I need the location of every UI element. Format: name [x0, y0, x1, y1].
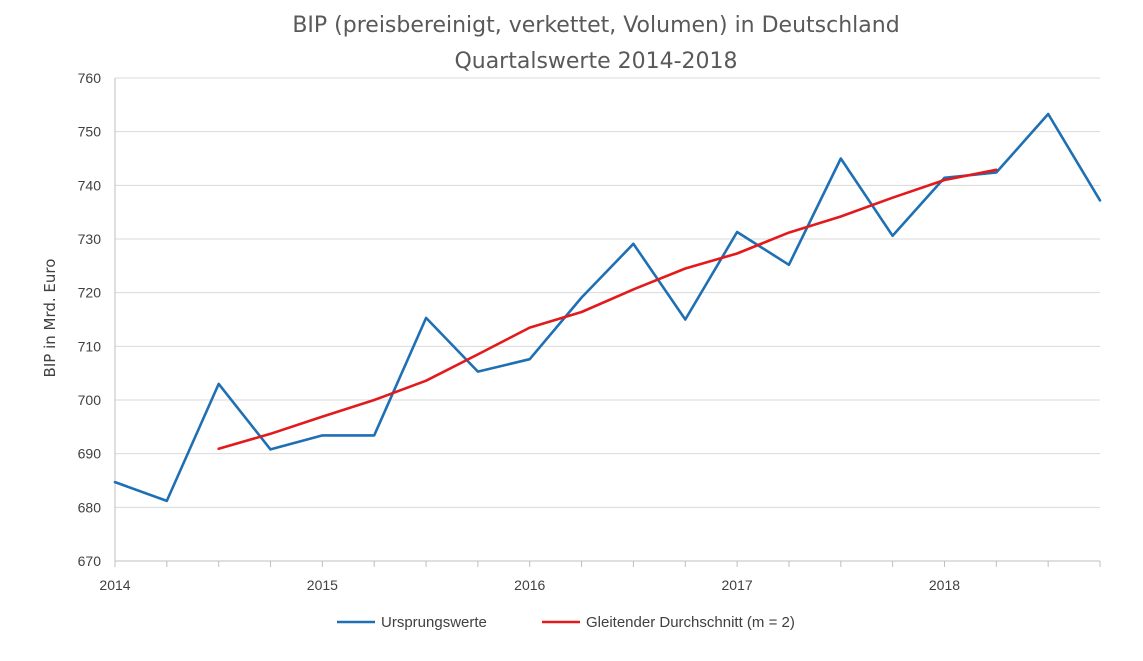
y-tick-label: 730 — [78, 231, 102, 247]
y-tick-label: 760 — [78, 70, 102, 86]
y-tick-label: 710 — [78, 338, 102, 354]
y-tick-label: 740 — [78, 177, 102, 193]
y-tick-label: 720 — [78, 285, 102, 301]
y-tick-label: 750 — [78, 124, 102, 140]
chart-title: BIP (preisbereinigt, verkettet, Volumen)… — [292, 13, 899, 38]
chart-subtitle: Quartalswerte 2014-2018 — [454, 49, 737, 74]
grid-lines — [115, 77, 1100, 508]
x-tick-label: 2017 — [722, 577, 753, 593]
y-tick-label: 670 — [78, 553, 102, 569]
legend-item: Gleitender Durchschnitt (m = 2) — [542, 614, 795, 631]
legend: Ursprungswerte Gleitender Durchschnitt (m… — [337, 614, 795, 631]
x-tick-label: 2015 — [307, 577, 338, 593]
axes: 670 680 690 700 710 720 730 740 750 760 2014 2015 20… — [78, 70, 1101, 593]
series-lines — [113, 112, 1102, 503]
x-tick-label: 2014 — [99, 577, 130, 593]
y-axis-label: BIP in Mrd. Euro — [41, 259, 59, 378]
legend-label: Gleitender Durchschnitt (m = 2) — [586, 614, 795, 631]
x-tick-label: 2016 — [514, 577, 545, 593]
series-line-gleitender-durchschnitt — [217, 168, 998, 451]
legend-item: Ursprungswerte — [337, 614, 487, 631]
y-tick-label: 680 — [78, 499, 102, 515]
series-line-ursprungswerte — [113, 112, 1102, 503]
y-tick-label: 690 — [78, 446, 102, 462]
legend-label: Ursprungswerte — [381, 614, 487, 631]
x-tick-label: 2018 — [929, 577, 960, 593]
y-tick-label: 700 — [78, 392, 102, 408]
